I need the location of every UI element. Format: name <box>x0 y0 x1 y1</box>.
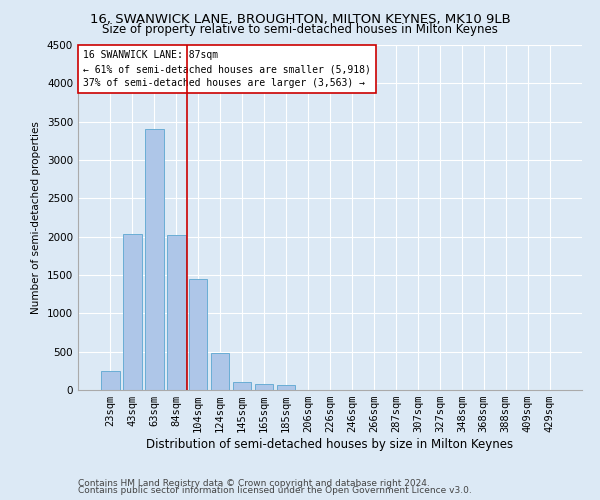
Text: Contains HM Land Registry data © Crown copyright and database right 2024.: Contains HM Land Registry data © Crown c… <box>78 478 430 488</box>
Bar <box>233 382 251 390</box>
Y-axis label: Number of semi-detached properties: Number of semi-detached properties <box>31 121 41 314</box>
X-axis label: Distribution of semi-detached houses by size in Milton Keynes: Distribution of semi-detached houses by … <box>146 438 514 451</box>
Bar <box>211 353 229 390</box>
Bar <box>255 384 274 390</box>
Bar <box>123 234 142 390</box>
Text: Size of property relative to semi-detached houses in Milton Keynes: Size of property relative to semi-detach… <box>102 22 498 36</box>
Text: Contains public sector information licensed under the Open Government Licence v3: Contains public sector information licen… <box>78 486 472 495</box>
Text: 16 SWANWICK LANE: 87sqm
← 61% of semi-detached houses are smaller (5,918)
37% of: 16 SWANWICK LANE: 87sqm ← 61% of semi-de… <box>83 50 371 88</box>
Bar <box>189 279 208 390</box>
Bar <box>277 386 295 390</box>
Text: 16, SWANWICK LANE, BROUGHTON, MILTON KEYNES, MK10 9LB: 16, SWANWICK LANE, BROUGHTON, MILTON KEY… <box>89 12 511 26</box>
Bar <box>101 371 119 390</box>
Bar <box>145 130 164 390</box>
Bar <box>167 235 185 390</box>
